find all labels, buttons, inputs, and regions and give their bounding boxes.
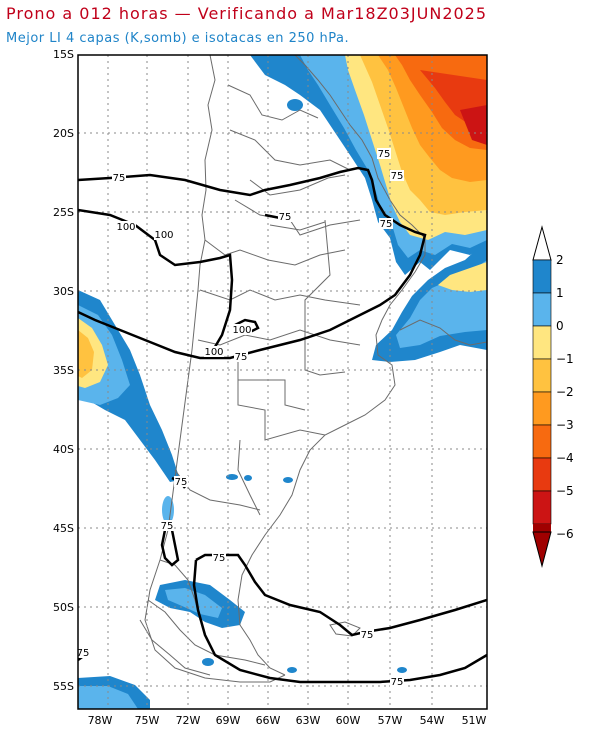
colorbar-label: −4: [556, 451, 574, 465]
isotach-label: 75: [377, 148, 391, 160]
lat-label: 50S: [53, 601, 74, 614]
isotach-label: 75: [212, 552, 226, 564]
colorbar-label: −3: [556, 418, 574, 432]
svg-text:75: 75: [213, 553, 226, 564]
isotach-label: 100: [204, 346, 224, 358]
svg-text:75: 75: [391, 171, 404, 182]
lon-label: 60W: [336, 714, 361, 727]
isotach-contours: [78, 166, 487, 684]
colorbar-bottom-arrow: [532, 531, 552, 568]
isotach-label: 75: [112, 172, 126, 184]
colorbar-swatch: [532, 457, 552, 492]
svg-text:75: 75: [161, 521, 174, 532]
lat-label: 35S: [53, 364, 74, 377]
lat-label: 40S: [53, 443, 74, 456]
svg-text:75: 75: [175, 477, 188, 488]
lon-label: 57W: [378, 714, 403, 727]
colorbar-label: −1: [556, 352, 574, 366]
colorbar-swatch: [532, 358, 552, 393]
svg-text:75: 75: [361, 630, 374, 641]
svg-text:75: 75: [378, 149, 391, 160]
map-subtitle: Mejor LI 4 capas (K,somb) e isotacas en …: [6, 31, 350, 46]
svg-text:75: 75: [380, 219, 393, 230]
colorbar-swatch: [532, 424, 552, 459]
svg-text:100: 100: [116, 222, 135, 233]
svg-text:75: 75: [391, 677, 404, 688]
colorbar-swatch: [532, 391, 552, 426]
isotach-label: 100: [154, 229, 174, 241]
map-title: Prono a 012 horas — Verificando a Mar18Z…: [6, 4, 488, 23]
colorbar-label: 1: [556, 286, 564, 300]
lon-label: 63W: [296, 714, 321, 727]
colorbar-swatch: [532, 259, 552, 294]
li-shading-southeast: [372, 240, 487, 362]
lon-label: 66W: [256, 714, 281, 727]
isotach-labels: 75 75 75 75 100 100 75 100 100 75 75 75 …: [77, 148, 404, 688]
li-shading-northeast: [250, 55, 487, 275]
colorbar-label: 0: [556, 319, 564, 333]
lon-label: 72W: [176, 714, 201, 727]
svg-text:75: 75: [77, 648, 90, 659]
svg-text:75: 75: [113, 173, 126, 184]
svg-text:100: 100: [204, 347, 223, 358]
isotach-label: 75: [234, 351, 248, 363]
isotach-label: 75: [160, 520, 174, 532]
isotach-label: 75: [379, 218, 393, 230]
isotach-label: 100: [232, 324, 252, 336]
lat-label: 20S: [53, 127, 74, 140]
isotach-label: 75: [360, 629, 374, 641]
colorbar-label: −5: [556, 484, 574, 498]
colorbar: 2 1 0 −1 −2 −3 −4 −5 −6: [532, 225, 574, 568]
lon-label: 69W: [216, 714, 241, 727]
isotach-label: 75: [390, 676, 404, 688]
plot-frame: [77, 54, 488, 710]
colorbar-label: 2: [556, 253, 564, 267]
lon-label: 75W: [135, 714, 160, 727]
svg-text:100: 100: [232, 325, 251, 336]
lat-label: 30S: [53, 285, 74, 298]
lon-label: 54W: [420, 714, 445, 727]
lon-label: 51W: [462, 714, 487, 727]
longitude-axis: 78W 75W 72W 69W 66W 63W 60W 57W 54W 51W: [88, 714, 487, 727]
colorbar-top-arrow: [532, 225, 552, 261]
lat-label: 25S: [53, 206, 74, 219]
colorbar-swatch: [532, 490, 552, 525]
lat-label: 45S: [53, 522, 74, 535]
colorbar-label: −6: [556, 527, 574, 541]
lat-label: 55S: [53, 680, 74, 693]
svg-text:100: 100: [154, 230, 173, 241]
svg-text:75: 75: [235, 352, 248, 363]
isotach-label: 75: [174, 476, 188, 488]
isotach-label: 75: [390, 170, 404, 182]
lon-label: 78W: [88, 714, 113, 727]
svg-text:75: 75: [279, 212, 292, 223]
colorbar-label: −2: [556, 385, 574, 399]
isotach-label: 75: [278, 211, 292, 223]
isotach-label: 75: [77, 647, 90, 659]
lat-label: 15S: [53, 48, 74, 61]
isotach-label: 100: [116, 221, 136, 233]
colorbar-swatch: [532, 292, 552, 327]
colorbar-swatch: [532, 325, 552, 360]
latitude-axis: 15S 20S 25S 30S 35S 40S 45S 50S 55S: [53, 48, 74, 693]
